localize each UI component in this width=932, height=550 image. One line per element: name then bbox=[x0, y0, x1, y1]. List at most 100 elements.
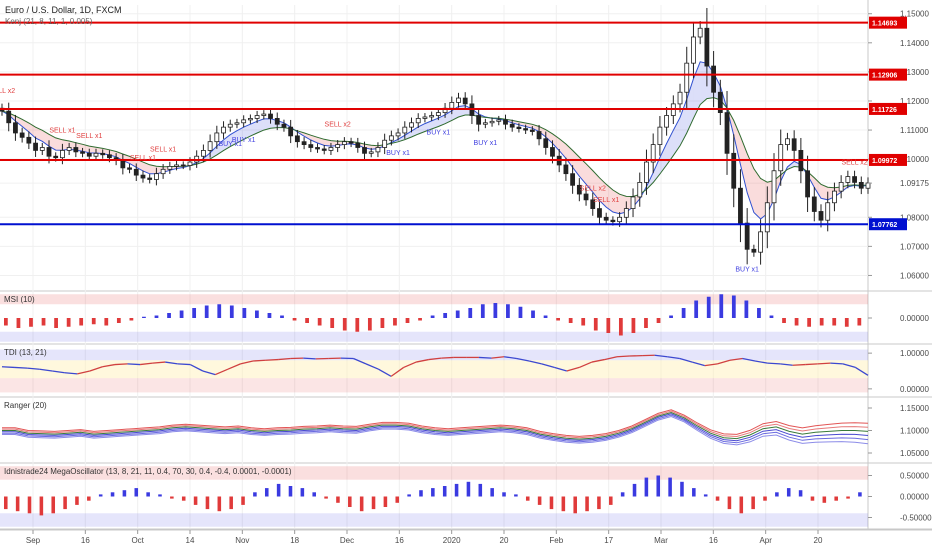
mega-bar bbox=[383, 496, 388, 507]
trend-band-segment bbox=[733, 120, 741, 165]
msi-bar bbox=[518, 306, 523, 318]
candle-body bbox=[294, 135, 300, 143]
x-tick-label: Mar bbox=[654, 536, 668, 545]
candle-body bbox=[630, 196, 636, 209]
mega-bar bbox=[549, 496, 554, 510]
tdi-line-segment bbox=[667, 356, 680, 360]
msi-pane[interactable] bbox=[4, 294, 862, 336]
msi-bar bbox=[706, 296, 711, 318]
mega-bar bbox=[822, 496, 827, 503]
time-axis[interactable]: Sep 16 Oct 14 Nov 18 Dec 16 2020 20 Feb 17 Mar 16 Apr 2… bbox=[26, 530, 823, 545]
ranger-pane-label: Ranger (20) bbox=[4, 401, 47, 410]
msi-bar bbox=[116, 318, 121, 323]
mega-bar bbox=[525, 496, 530, 501]
msi-bar bbox=[317, 318, 322, 326]
tdi-pane[interactable] bbox=[1, 354, 869, 377]
mega-bar bbox=[170, 496, 174, 499]
msi-bar bbox=[355, 318, 360, 332]
mega-bar bbox=[407, 494, 411, 497]
tdi-line-segment bbox=[77, 370, 90, 375]
mega-bar bbox=[324, 496, 328, 499]
candle-body bbox=[805, 170, 810, 198]
tdi-upper-zone bbox=[0, 349, 868, 361]
price-level-tag-label: 1.07762 bbox=[872, 222, 897, 229]
price-level-tag-label: 1.11726 bbox=[872, 107, 897, 114]
candle-body bbox=[234, 122, 240, 125]
candle-body bbox=[838, 181, 844, 192]
mega-bar bbox=[39, 496, 44, 516]
candle-body bbox=[758, 231, 763, 253]
tdi-line-segment bbox=[491, 356, 505, 359]
trend-band-segment bbox=[680, 99, 687, 146]
candle-body bbox=[100, 152, 106, 156]
slow-ma-line bbox=[1, 97, 869, 198]
mega-bar bbox=[371, 496, 376, 510]
buy-signal-label: BUY x1 bbox=[218, 141, 242, 148]
candle-body bbox=[321, 148, 327, 151]
sell-signal-label: SELL x1 bbox=[130, 155, 156, 162]
msi-bar bbox=[819, 318, 824, 326]
candle-body bbox=[33, 142, 38, 151]
tdi-line-segment bbox=[416, 358, 429, 363]
candle-body bbox=[147, 177, 153, 180]
mega-bar bbox=[834, 496, 838, 501]
trend-band-segment bbox=[89, 146, 96, 154]
ranger-band-line bbox=[2, 414, 869, 444]
candle-body bbox=[341, 141, 347, 145]
ranger-band-line bbox=[2, 415, 869, 446]
mega-bar bbox=[763, 496, 767, 501]
candle-body bbox=[154, 173, 159, 180]
y-tick-label: 1.08000 bbox=[900, 213, 929, 222]
candle-body bbox=[221, 126, 226, 134]
mega-bar bbox=[134, 488, 139, 497]
ranger-pane[interactable] bbox=[2, 409, 869, 446]
x-tick-label: 16 bbox=[81, 536, 90, 545]
tdi-line-segment bbox=[554, 366, 567, 372]
ranger-band-line bbox=[2, 411, 869, 440]
tdi-line-segment bbox=[1, 366, 15, 369]
candle-body bbox=[576, 184, 582, 195]
price-axis[interactable]: 1.15000 1.14000 1.13000 1.12000 1.11000 1.100… bbox=[868, 10, 932, 523]
msi-bar bbox=[644, 318, 648, 328]
mega-bar bbox=[431, 488, 435, 497]
msi-bar bbox=[229, 305, 234, 318]
tdi-line-segment bbox=[679, 357, 693, 363]
mega-bar bbox=[609, 496, 613, 505]
tdi-line-segment bbox=[14, 366, 28, 369]
tdi-line-segment bbox=[152, 361, 166, 364]
trend-band-segment bbox=[592, 170, 600, 201]
x-tick-label: 20 bbox=[814, 536, 823, 545]
candle-body bbox=[617, 216, 623, 223]
x-tick-label: 16 bbox=[395, 536, 404, 545]
tdi-pane-label: TDI (13, 21) bbox=[4, 348, 47, 357]
y-tick-label: -0.50000 bbox=[900, 514, 932, 523]
y-tick-label: 1.10000 bbox=[900, 427, 929, 436]
y-tick-label: 0.00000 bbox=[900, 385, 929, 394]
mega-bar bbox=[786, 488, 791, 497]
candle-body bbox=[449, 102, 455, 109]
tdi-line-segment bbox=[252, 359, 266, 362]
candle-body bbox=[308, 144, 314, 148]
msi-bar bbox=[443, 313, 448, 318]
msi-bar bbox=[807, 318, 812, 327]
y-tick-label: 1.09175 bbox=[900, 179, 929, 188]
candle-body bbox=[375, 147, 381, 153]
mega-bar bbox=[288, 486, 293, 497]
candle-body bbox=[368, 151, 374, 154]
mega-bar bbox=[442, 486, 447, 497]
tdi-line-segment bbox=[516, 357, 530, 362]
candle-body bbox=[845, 176, 851, 183]
tdi-line-segment bbox=[127, 363, 141, 366]
trend-band-segment bbox=[35, 127, 43, 142]
candle-body bbox=[858, 181, 864, 189]
msi-bar bbox=[79, 318, 84, 326]
candle-body bbox=[422, 116, 428, 119]
mega-bar bbox=[15, 496, 20, 512]
megaoscillator-pane[interactable] bbox=[4, 475, 862, 516]
trend-band-segment bbox=[653, 157, 660, 183]
tdi-line-segment bbox=[503, 356, 517, 360]
x-tick-label: Dec bbox=[340, 536, 354, 545]
msi-bar bbox=[493, 303, 498, 318]
